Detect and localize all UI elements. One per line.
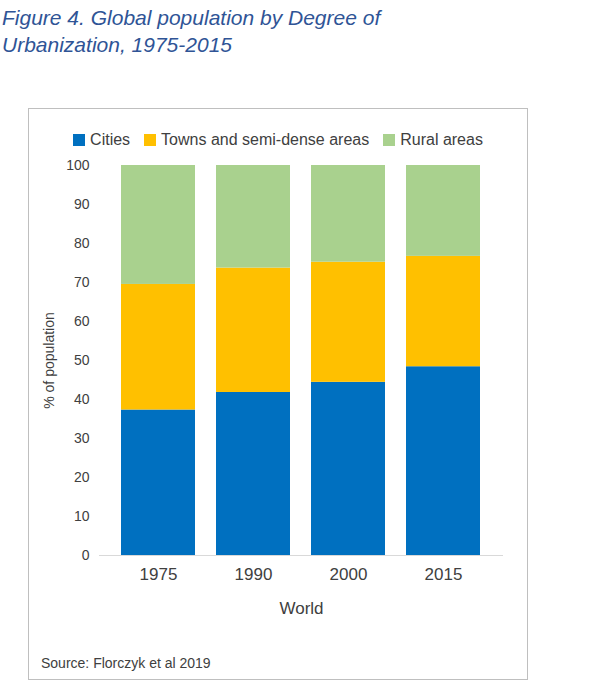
svg-text:% of population: % of population xyxy=(41,312,57,409)
svg-text:30: 30 xyxy=(74,430,90,446)
html-text:Cities: Cities xyxy=(90,131,131,148)
html-text:Towns and semi-dense areas: Towns and semi-dense areas xyxy=(161,131,370,148)
svg-text:70: 70 xyxy=(74,274,90,290)
svg-text:50: 50 xyxy=(74,352,90,368)
html-text:Rural areas: Rural areas xyxy=(400,131,483,148)
svg-text:60: 60 xyxy=(74,313,90,329)
svg-text:40: 40 xyxy=(74,391,90,407)
svg-text:0: 0 xyxy=(82,547,90,563)
svg-text:10: 10 xyxy=(74,508,90,524)
svg-text:1990: 1990 xyxy=(235,565,273,584)
html-text:Source: Florczyk et al 2019: Source: Florczyk et al 2019 xyxy=(41,655,211,671)
svg-text:World: World xyxy=(279,599,323,618)
svg-text:100: 100 xyxy=(66,157,90,173)
svg-text:2015: 2015 xyxy=(425,565,463,584)
html-text:Figure 4. Global population by: Figure 4. Global population by Degree of… xyxy=(2,6,381,56)
svg-text:1975: 1975 xyxy=(140,565,178,584)
svg-text:80: 80 xyxy=(74,235,90,251)
svg-text:20: 20 xyxy=(74,469,90,485)
svg-text:2000: 2000 xyxy=(330,565,368,584)
svg-text:90: 90 xyxy=(74,196,90,212)
